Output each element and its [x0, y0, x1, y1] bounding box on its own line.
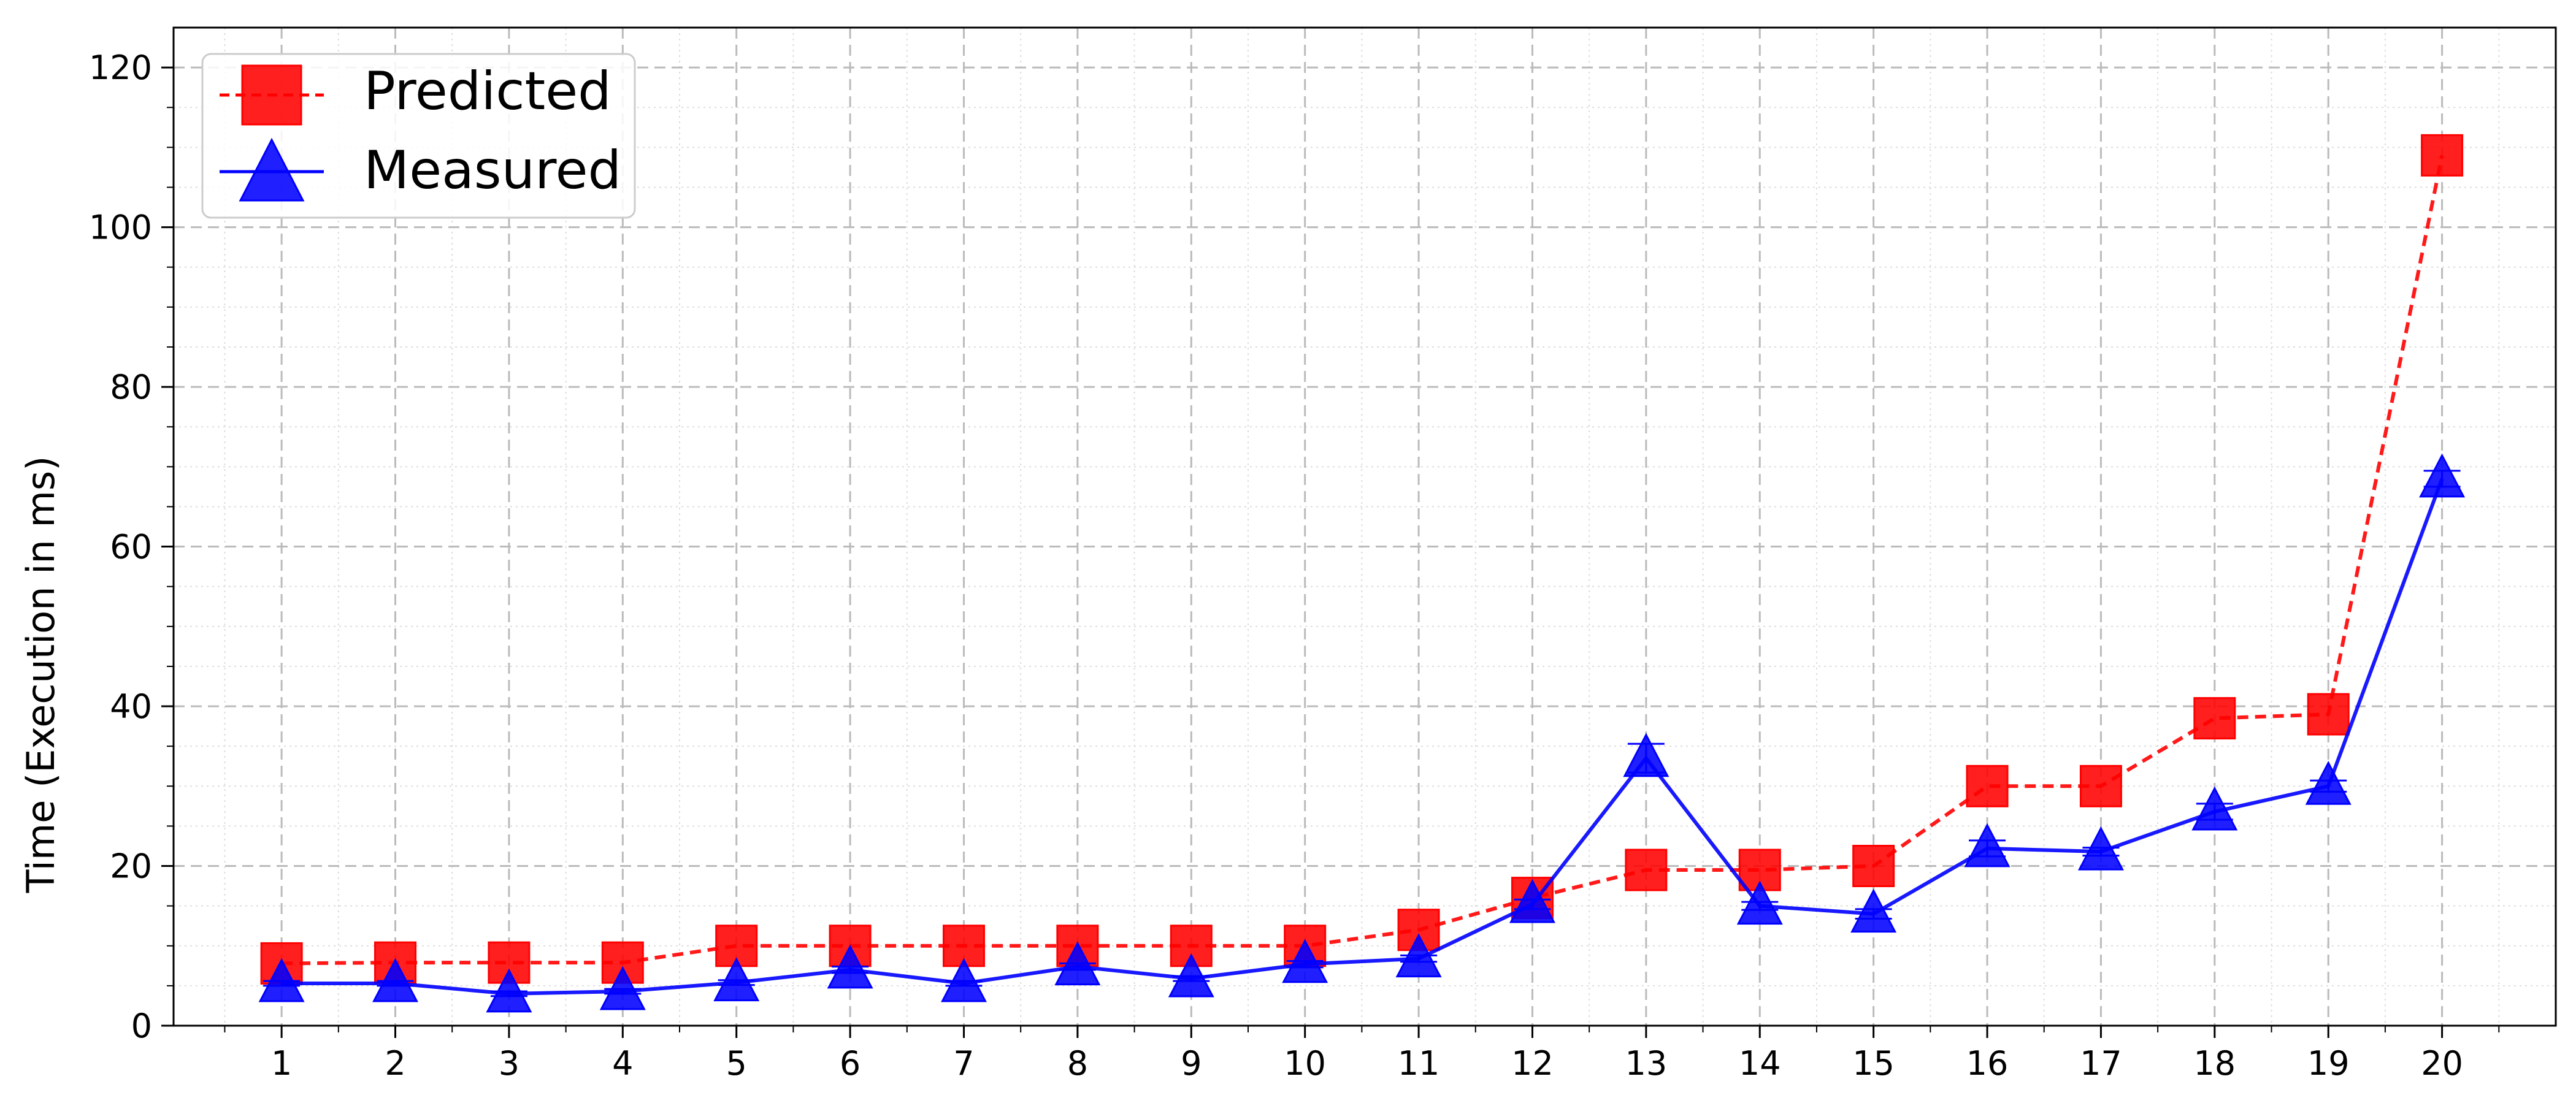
data-point-measured: [713, 957, 760, 1002]
y-tick-label: 120: [89, 48, 152, 87]
x-tick-label: 12: [1511, 1044, 1554, 1083]
data-point-measured: [1282, 939, 1328, 983]
data-point-measured: [2191, 786, 2238, 831]
plot-frame: [172, 26, 2557, 1027]
x-tick-label: 16: [1966, 1044, 2009, 1083]
data-point-measured: [2419, 453, 2466, 498]
data-point-measured: [827, 944, 873, 989]
data-point-measured: [1964, 823, 2011, 868]
data-point-predicted: [2079, 765, 2122, 807]
data-point-predicted: [2307, 693, 2350, 736]
data-point-measured: [1395, 933, 1442, 978]
data-point-measured: [599, 966, 646, 1010]
data-point-measured: [372, 958, 418, 1002]
x-tick-label: 3: [499, 1044, 519, 1083]
data-point-measured: [941, 958, 987, 1002]
x-tick-label: 8: [1067, 1044, 1088, 1083]
x-tick-label: 11: [1398, 1044, 1440, 1083]
x-tick-label: 9: [1181, 1044, 1202, 1083]
x-tick-label: 2: [385, 1044, 405, 1083]
data-point-predicted: [2421, 134, 2464, 177]
data-point-predicted: [2193, 697, 2236, 740]
data-point-predicted: [829, 925, 872, 967]
data-point-measured: [486, 968, 532, 1013]
data-point-measured: [258, 958, 305, 1002]
data-point-measured: [1623, 733, 1669, 777]
y-tick-label: 20: [110, 847, 152, 886]
x-tick-label: 19: [2307, 1044, 2350, 1083]
legend-measured-marker: [239, 137, 305, 202]
series-line-measured: [282, 478, 2444, 996]
legend-predicted-label: Predicted: [364, 61, 611, 122]
data-point-measured: [2077, 826, 2124, 871]
data-point-predicted: [1625, 849, 1668, 891]
x-tick-label: 14: [1739, 1044, 1781, 1083]
x-tick-label: 1: [271, 1044, 292, 1083]
data-point-predicted: [1852, 845, 1895, 888]
data-point-measured: [2305, 761, 2352, 805]
data-point-measured: [1054, 941, 1101, 986]
legend-measured-label: Measured: [364, 140, 621, 201]
x-tick-label: 4: [612, 1044, 633, 1083]
legend-box: [201, 53, 636, 219]
y-tick-label: 100: [89, 208, 152, 247]
x-tick-label: 20: [2421, 1044, 2463, 1083]
x-tick-label: 6: [840, 1044, 861, 1083]
y-tick-label: 40: [110, 687, 152, 726]
x-tick-label: 13: [1625, 1044, 1667, 1083]
x-tick-label: 10: [1284, 1044, 1326, 1083]
axis-layer: 1 2 3 4 5 6 7 8 9 10 11 12 13 14 15 16 17 18 19 20020406080…: [89, 48, 2500, 1083]
x-tick-label: 5: [726, 1044, 747, 1083]
series-layer: [258, 134, 2466, 1013]
y-tick-label: 60: [110, 528, 152, 566]
grid-layer: [174, 28, 2556, 1026]
x-tick-label: 17: [2080, 1044, 2122, 1083]
legend: Predicted Measured: [201, 53, 636, 219]
legend-predicted-marker: [241, 64, 302, 126]
x-tick-label: 15: [1852, 1044, 1895, 1083]
y-axis-label: Time (Execution in ms): [18, 456, 63, 894]
x-tick-label: 18: [2193, 1044, 2236, 1083]
data-point-measured: [1736, 880, 1783, 925]
data-point-measured: [1168, 953, 1214, 997]
x-tick-label: 7: [953, 1044, 974, 1083]
data-point-measured: [1509, 879, 1555, 923]
y-tick-label: 0: [131, 1007, 152, 1045]
data-point-measured: [1850, 888, 1897, 933]
data-point-predicted: [1966, 765, 2009, 807]
y-tick-label: 80: [110, 368, 152, 406]
